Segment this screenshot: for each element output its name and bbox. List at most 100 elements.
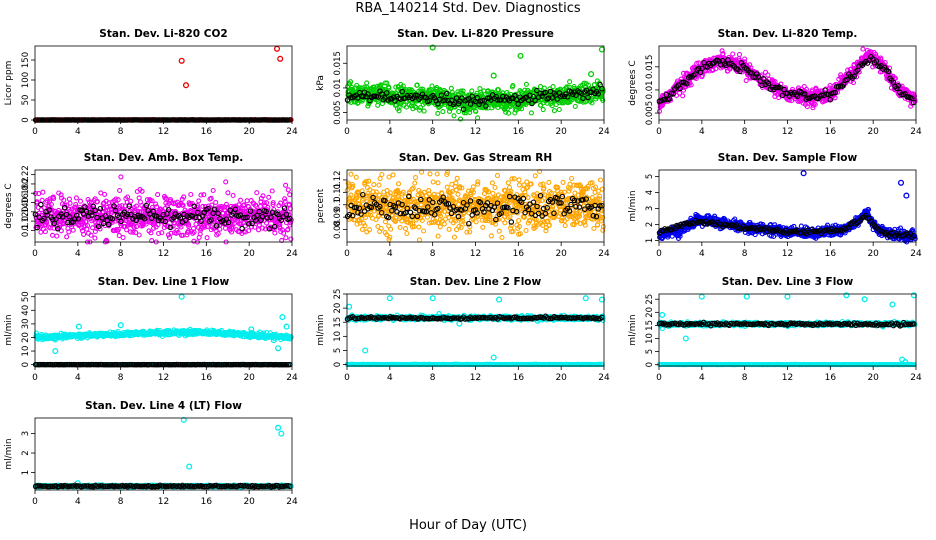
panel-4: Stan. Dev. Amb. Box Temp.degrees C0 4 8 12 1… xyxy=(4,152,298,259)
data-points xyxy=(344,168,606,243)
data-point xyxy=(502,220,508,226)
data-point xyxy=(266,194,272,200)
data-point xyxy=(416,237,423,243)
data-point xyxy=(210,187,216,194)
data-point xyxy=(499,234,505,241)
data-point xyxy=(66,196,72,202)
x-tick-label: 8 xyxy=(742,127,748,137)
y-tick-label: 0.005 xyxy=(333,100,343,124)
data-point xyxy=(412,175,419,181)
data-point xyxy=(421,228,427,234)
x-tick-label: 16 xyxy=(513,127,525,137)
data-point xyxy=(516,182,522,188)
data-point xyxy=(572,103,578,110)
panel-title: Stan. Dev. Li-820 Temp. xyxy=(718,28,858,40)
data-point xyxy=(455,191,461,197)
data-point xyxy=(434,171,440,177)
y-axis-label: degrees C xyxy=(4,183,14,228)
data-point xyxy=(377,175,383,182)
x-tick-label: 20 xyxy=(555,127,567,137)
data-point xyxy=(382,219,389,225)
y-tick-label: 0.01 xyxy=(333,78,343,97)
data-point xyxy=(120,235,126,241)
data-point xyxy=(379,171,385,178)
data-point xyxy=(419,169,425,175)
y-tick-label: 0.015 xyxy=(645,55,655,79)
y-tick-label: 0.015 xyxy=(333,51,343,75)
y-tick-label: 50 xyxy=(21,95,31,106)
x-tick-label: 12 xyxy=(782,127,793,137)
data-point xyxy=(424,214,430,220)
outlier-point xyxy=(490,72,497,79)
data-point xyxy=(371,182,377,188)
data-point xyxy=(550,84,556,90)
data-point xyxy=(480,224,486,230)
data-point xyxy=(366,227,373,233)
data-point xyxy=(395,181,402,187)
data-point xyxy=(70,227,76,233)
data-point xyxy=(523,227,529,234)
x-tick-label: 16 xyxy=(201,249,213,259)
data-point xyxy=(73,195,79,201)
data-point xyxy=(118,174,124,180)
outlier-point xyxy=(273,45,281,52)
data-point xyxy=(225,190,231,196)
data-point xyxy=(743,78,749,84)
data-point xyxy=(440,109,446,115)
data-point xyxy=(551,108,557,114)
data-point xyxy=(204,235,210,241)
x-tick-label: 8 xyxy=(118,249,124,259)
data-point xyxy=(860,46,866,52)
data-point xyxy=(353,174,359,180)
y-axis-label: Licor ppm xyxy=(4,61,14,106)
x-tick-label: 24 xyxy=(286,127,298,137)
data-point xyxy=(364,80,370,86)
data-point xyxy=(283,235,289,241)
x-tick-label: 4 xyxy=(699,127,705,137)
data-point xyxy=(489,180,495,186)
data-point xyxy=(567,79,573,85)
data-point xyxy=(397,224,403,231)
data-point xyxy=(448,85,454,91)
data-points xyxy=(344,44,606,122)
data-point xyxy=(540,107,546,113)
x-tick-label: 20 xyxy=(867,127,879,137)
data-point xyxy=(680,93,686,99)
y-axis-label: kPa xyxy=(316,75,326,91)
data-point xyxy=(223,179,229,185)
x-tick-label: 12 xyxy=(470,127,481,137)
data-point xyxy=(64,234,70,240)
panel-title: Stan. Dev. Gas Stream RH xyxy=(399,152,552,164)
data-point xyxy=(490,190,496,196)
x-tick-label: 0 xyxy=(344,127,350,137)
y-tick-label: 0.005 xyxy=(645,101,655,125)
data-point xyxy=(244,198,250,204)
data-point xyxy=(136,232,142,238)
x-tick-label: 4 xyxy=(387,127,393,137)
data-point xyxy=(404,230,410,237)
y-tick-label: 150 xyxy=(21,52,31,68)
data-point xyxy=(40,189,46,195)
data-point xyxy=(435,110,441,116)
data-point xyxy=(416,224,422,230)
data-point xyxy=(136,195,142,201)
data-point xyxy=(473,219,479,225)
data-point xyxy=(117,187,123,194)
data-point xyxy=(196,198,202,204)
x-tick-label: 16 xyxy=(201,127,213,137)
data-point xyxy=(402,226,409,232)
outlier-point xyxy=(517,52,524,59)
data-point xyxy=(375,102,381,108)
panel-title: Stan. Dev. Li-820 Pressure xyxy=(397,28,554,40)
data-point xyxy=(446,226,452,232)
data-point xyxy=(736,51,743,58)
data-point xyxy=(77,198,84,204)
data-point xyxy=(421,108,427,114)
x-tick-label: 0 xyxy=(32,249,38,259)
x-tick-label: 16 xyxy=(825,127,837,137)
y-tick-label: 0 xyxy=(21,117,31,122)
y-axis-label: percent xyxy=(316,188,326,223)
